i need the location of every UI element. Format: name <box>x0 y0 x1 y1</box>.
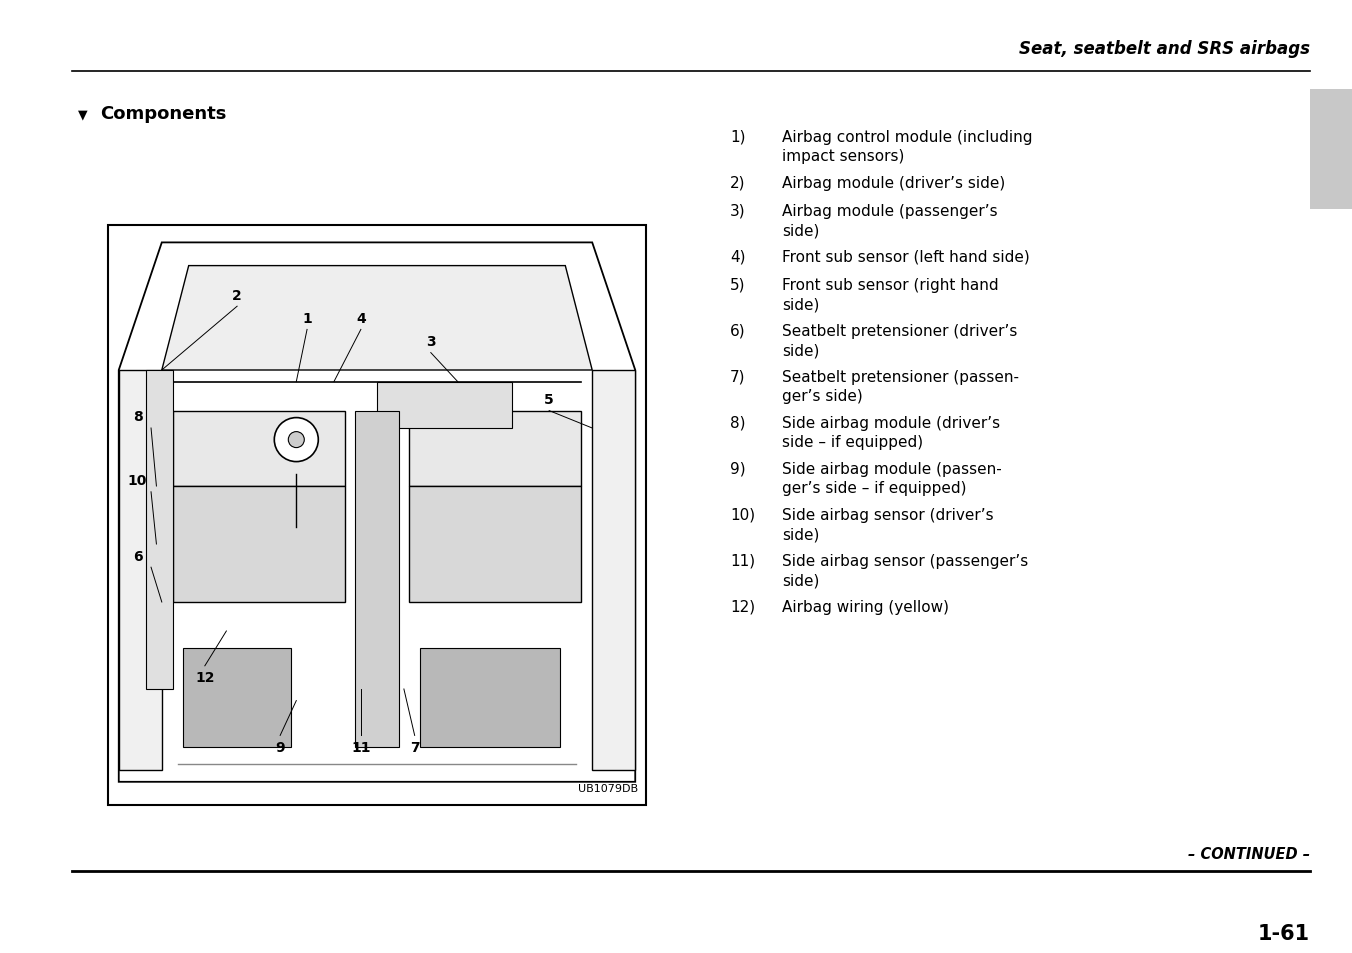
Text: side): side) <box>781 296 819 312</box>
Text: 4: 4 <box>356 312 366 326</box>
Text: 7: 7 <box>410 740 419 754</box>
Bar <box>1310 90 1352 210</box>
Text: 5): 5) <box>730 277 745 293</box>
Text: 8): 8) <box>730 416 745 431</box>
Text: ger’s side – if equipped): ger’s side – if equipped) <box>781 480 967 496</box>
Text: 3: 3 <box>426 335 435 349</box>
Text: Front sub sensor (left hand side): Front sub sensor (left hand side) <box>781 250 1030 265</box>
Text: 1-61: 1-61 <box>1257 923 1310 943</box>
Text: 5: 5 <box>545 393 554 407</box>
Text: Airbag module (passenger’s: Airbag module (passenger’s <box>781 204 998 219</box>
Text: ger’s side): ger’s side) <box>781 389 863 403</box>
Text: 3): 3) <box>730 204 745 219</box>
Text: 8: 8 <box>132 410 142 424</box>
Text: – CONTINUED –: – CONTINUED – <box>1188 846 1310 862</box>
Polygon shape <box>410 411 581 486</box>
Text: 12: 12 <box>195 671 215 684</box>
Text: 12): 12) <box>730 599 756 615</box>
Polygon shape <box>173 486 345 602</box>
Text: 11: 11 <box>352 740 370 754</box>
Text: Seatbelt pretensioner (driver’s: Seatbelt pretensioner (driver’s <box>781 324 1017 338</box>
Polygon shape <box>173 411 345 486</box>
Text: 9): 9) <box>730 461 745 476</box>
Bar <box>184 649 291 747</box>
Text: 10: 10 <box>128 474 147 488</box>
Text: 1: 1 <box>303 312 312 326</box>
Text: Front sub sensor (right hand: Front sub sensor (right hand <box>781 277 999 293</box>
Text: 9: 9 <box>276 740 285 754</box>
Text: Airbag module (driver’s side): Airbag module (driver’s side) <box>781 175 1006 191</box>
Bar <box>420 649 560 747</box>
Text: side): side) <box>781 573 819 587</box>
Text: Side airbag sensor (passenger’s: Side airbag sensor (passenger’s <box>781 554 1029 568</box>
Text: 10): 10) <box>730 507 756 522</box>
Text: side): side) <box>781 343 819 357</box>
Polygon shape <box>119 243 635 782</box>
Text: side): side) <box>781 223 819 237</box>
Polygon shape <box>377 382 511 429</box>
Text: 4): 4) <box>730 250 745 265</box>
Text: Airbag wiring (yellow): Airbag wiring (yellow) <box>781 599 949 615</box>
Text: UB1079DB: UB1079DB <box>577 783 638 793</box>
Polygon shape <box>592 371 635 770</box>
Text: 6: 6 <box>132 549 142 563</box>
Text: 2): 2) <box>730 175 745 191</box>
Circle shape <box>288 432 304 448</box>
Text: 1): 1) <box>730 130 745 145</box>
Text: Components: Components <box>100 105 226 123</box>
Text: ▼: ▼ <box>78 108 88 121</box>
Polygon shape <box>119 371 162 770</box>
Text: impact sensors): impact sensors) <box>781 149 904 164</box>
Text: side – if equipped): side – if equipped) <box>781 435 923 450</box>
Text: Side airbag module (passen-: Side airbag module (passen- <box>781 461 1002 476</box>
Text: side): side) <box>781 526 819 541</box>
Text: Airbag control module (including: Airbag control module (including <box>781 130 1033 145</box>
Circle shape <box>274 418 318 462</box>
Polygon shape <box>410 486 581 602</box>
Polygon shape <box>356 411 399 747</box>
Bar <box>108 226 646 805</box>
Text: 6): 6) <box>730 324 745 338</box>
Text: 7): 7) <box>730 370 745 385</box>
Text: Seatbelt pretensioner (passen-: Seatbelt pretensioner (passen- <box>781 370 1019 385</box>
Polygon shape <box>162 266 592 371</box>
Text: Side airbag module (driver’s: Side airbag module (driver’s <box>781 416 1000 431</box>
Text: 11): 11) <box>730 554 756 568</box>
Polygon shape <box>146 371 173 689</box>
Text: Side airbag sensor (driver’s: Side airbag sensor (driver’s <box>781 507 994 522</box>
Text: 2: 2 <box>233 289 242 302</box>
Text: Seat, seatbelt and SRS airbags: Seat, seatbelt and SRS airbags <box>1019 40 1310 58</box>
